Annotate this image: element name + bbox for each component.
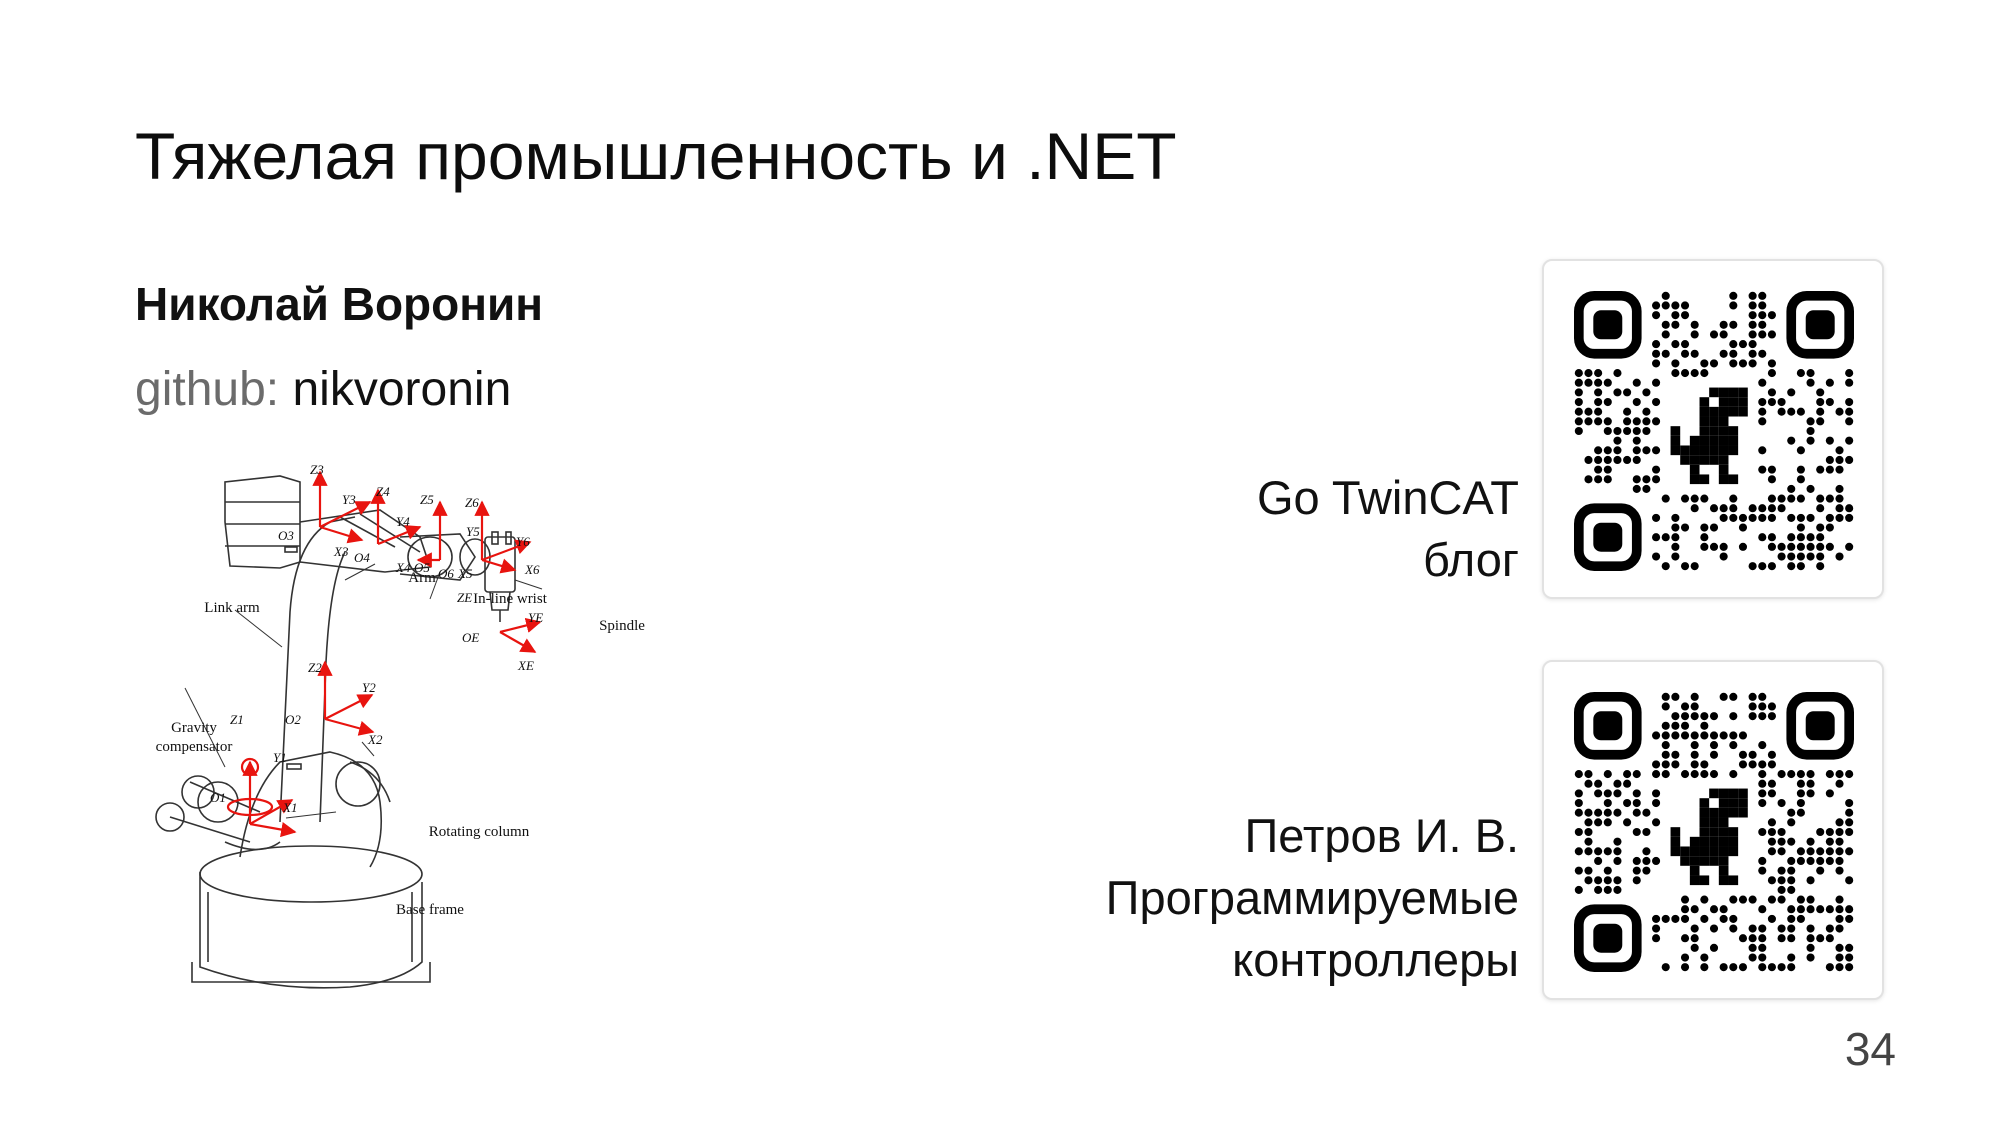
- qr-label-line: Петров И. В.: [1244, 809, 1520, 862]
- label-x4: X4: [395, 560, 411, 575]
- label-o1: O1: [210, 790, 226, 805]
- label-y3: Y3: [342, 492, 356, 507]
- label-y6: Y6: [516, 534, 530, 549]
- qr-label-line: Программируемые: [1105, 871, 1519, 924]
- label-spindle: Spindle: [599, 618, 645, 634]
- label-z5: Z5: [420, 492, 434, 507]
- label-arm: Arm: [408, 570, 436, 586]
- label-o5: O5: [414, 560, 430, 575]
- qr-code-icon[interactable]: [1574, 692, 1854, 972]
- label-compensator: compensator: [156, 739, 233, 755]
- label-oe: OE: [462, 630, 479, 645]
- label-x5: X5: [457, 566, 473, 581]
- label-x2: X2: [367, 732, 383, 747]
- label-base-frame: Base frame: [396, 902, 464, 918]
- qr-card-book[interactable]: [1542, 660, 1884, 1000]
- label-gravity: Gravity: [171, 720, 217, 736]
- label-z1: Z1: [230, 712, 244, 727]
- qr-label-book: Петров И. В. Программируемые контроллеры: [1106, 805, 1519, 991]
- label-z4: Z4: [376, 484, 390, 499]
- label-o6: O6: [438, 566, 454, 581]
- label-x1: X1: [282, 800, 297, 815]
- label-z3: Z3: [310, 462, 324, 477]
- label-rotating-column: Rotating column: [429, 824, 530, 840]
- label-x3: X3: [333, 544, 349, 559]
- coordinate-frames: [226, 470, 542, 838]
- qr-label-twincat: Go TwinCAT блог: [1257, 467, 1519, 591]
- github-line: github: nikvoronin: [135, 362, 511, 417]
- robot-arm-diagram: Z3 Y3 Z4 Z5 Z6 Y4 Y5 Y6 O3 X3 O4 X4 O5 O…: [155, 462, 646, 989]
- label-x6: X6: [524, 562, 540, 577]
- label-y2: Y2: [362, 680, 376, 695]
- page-number: 34: [1844, 1023, 1896, 1075]
- part-labels: Link arm Gravity compensator Arm In-line…: [156, 570, 646, 918]
- label-z6: Z6: [465, 495, 479, 510]
- label-link-arm: Link arm: [204, 600, 260, 616]
- label-ye: YE: [528, 610, 543, 625]
- label-o3: O3: [278, 528, 294, 543]
- label-inline-wrist: In-line wrist: [473, 591, 548, 607]
- frame-labels: Z3 Y3 Z4 Z5 Z6 Y4 Y5 Y6 O3 X3 O4 X4 O5 O…: [210, 462, 543, 815]
- label-y1: Y1: [273, 750, 287, 765]
- label-z2: Z2: [308, 660, 322, 675]
- label-ze: ZE: [457, 590, 472, 605]
- github-key: github:: [135, 363, 280, 416]
- qr-code-icon[interactable]: [1574, 291, 1854, 571]
- qr-card-twincat[interactable]: [1542, 259, 1884, 599]
- leader-lines: [184, 563, 543, 819]
- label-o2: O2: [285, 712, 301, 727]
- label-y4: Y4: [396, 514, 410, 529]
- qr-label-line: контроллеры: [1232, 933, 1519, 986]
- github-username[interactable]: nikvoronin: [292, 363, 512, 416]
- label-xe: XE: [517, 658, 534, 673]
- slide-title: Тяжелая промышленность и .NET: [135, 119, 1177, 193]
- author-name: Николай Воронин: [135, 278, 544, 330]
- label-o4: O4: [354, 550, 370, 565]
- qr-label-line: блог: [1422, 533, 1519, 586]
- qr-label-line: Go TwinCAT: [1256, 471, 1519, 524]
- label-y5: Y5: [466, 524, 480, 539]
